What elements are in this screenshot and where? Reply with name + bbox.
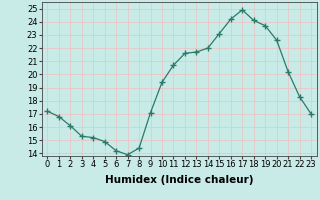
X-axis label: Humidex (Indice chaleur): Humidex (Indice chaleur) (105, 175, 253, 185)
